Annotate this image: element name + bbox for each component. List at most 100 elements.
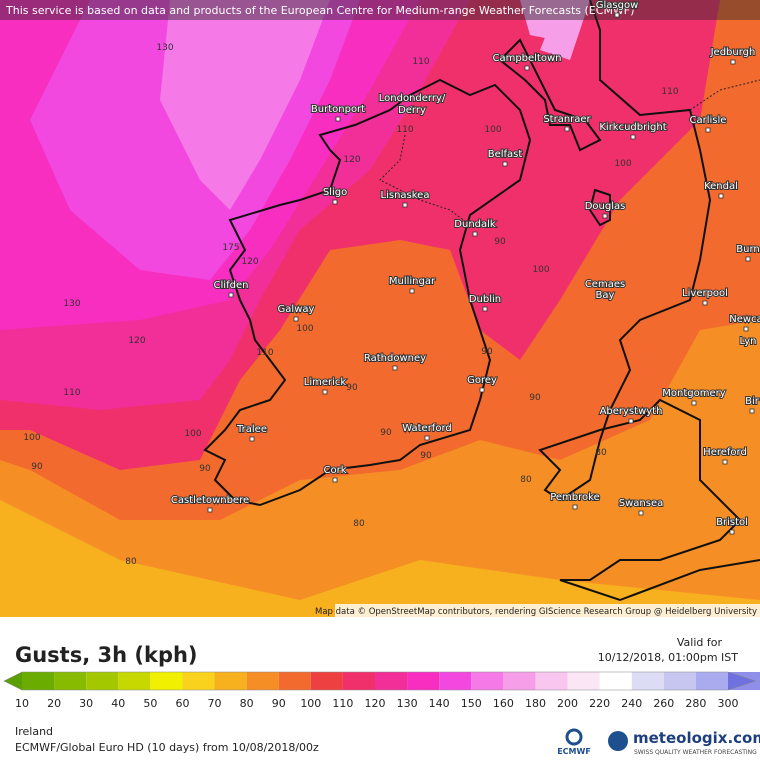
place-label: Glasgow	[596, 0, 639, 11]
colorbar-tick-label: 240	[621, 697, 642, 710]
colorbar-tick-label: 300	[718, 697, 739, 710]
place-marker	[332, 477, 338, 483]
contour-label: 90	[380, 428, 392, 438]
colorbar-tick-label: 40	[111, 697, 125, 710]
place-label: Bir	[745, 396, 760, 407]
colorbar-segment	[150, 672, 183, 690]
place-label: Belfast	[488, 149, 523, 160]
colorbar-tick-label: 150	[461, 697, 482, 710]
contour-label: 100	[23, 433, 40, 443]
place-label: Cork	[323, 465, 346, 476]
place-marker	[524, 65, 530, 71]
place-label: Lisnaskea	[381, 190, 430, 201]
contour-label: 100	[614, 159, 631, 169]
colorbar-segment	[54, 672, 87, 690]
colorbar-segment	[599, 672, 632, 690]
place-marker	[718, 193, 724, 199]
place-label: Carlisle	[690, 115, 727, 126]
place-label: Aberystwyth	[600, 406, 663, 417]
place-label: Jedburgh	[710, 47, 756, 58]
contour-label: 110	[412, 57, 429, 67]
colorbar-segment	[214, 672, 247, 690]
colorbar-segment	[342, 672, 375, 690]
colorbar-tick-label: 220	[589, 697, 610, 710]
place-marker	[249, 436, 255, 442]
place-marker	[572, 504, 578, 510]
colorbar-segment	[503, 672, 536, 690]
place-marker	[228, 292, 234, 298]
brand[interactable]: meteologix.com	[633, 729, 760, 747]
place-label: Clifden	[214, 280, 249, 291]
contour-label: 110	[63, 388, 80, 398]
place-label: Liverpool	[682, 288, 728, 299]
map-background	[0, 0, 760, 617]
region: Ireland	[15, 725, 53, 738]
colorbar-segment	[695, 672, 728, 690]
contour-label: 90	[199, 464, 211, 474]
contour-labels: 1301101101201001101001751201301201001109…	[23, 43, 678, 567]
contour-label: 110	[256, 348, 273, 358]
colorbar-segment	[535, 672, 568, 690]
colorbar-tick-label: 70	[208, 697, 222, 710]
contour-label: 175	[222, 243, 239, 253]
colorbar-tick-label: 200	[557, 697, 578, 710]
colorbar-segment	[407, 672, 440, 690]
place-label: Gorey	[467, 375, 497, 386]
colorbar-segment	[439, 672, 472, 690]
contour-label: 100	[532, 265, 549, 275]
colorbar-tick-label: 180	[525, 697, 546, 710]
ecmwf-logo: ECMWF	[557, 747, 591, 756]
attribution-bar	[335, 604, 760, 617]
colorbar-tick-label: 50	[143, 697, 157, 710]
place-marker	[743, 326, 749, 332]
colorbar-segment	[631, 672, 664, 690]
place-marker	[479, 387, 485, 393]
place-marker	[729, 529, 735, 535]
contour-label: 110	[396, 125, 413, 135]
border	[379, 79, 760, 226]
place-marker	[564, 126, 570, 132]
place-marker	[602, 213, 608, 219]
places: Glasgow Jedburgh Campbeltown Londonderry/De…	[170, 0, 760, 535]
place-label: Galway	[278, 304, 315, 315]
coastlines	[203, 0, 760, 602]
header-notice: This service is based on data and produc…	[5, 4, 634, 17]
place-marker	[472, 231, 478, 237]
colorbar-segment	[118, 672, 151, 690]
contour-label: 80	[595, 448, 607, 458]
colorbar-segment	[375, 672, 408, 690]
place-label: Bristol	[716, 517, 748, 528]
place-label: Hereford	[703, 447, 747, 458]
place-label: Burtonport	[311, 104, 365, 115]
place-label: Campbeltown	[492, 53, 561, 64]
place-marker	[207, 507, 213, 513]
place-marker	[602, 291, 608, 297]
colorbar-segment	[567, 672, 600, 690]
place-marker	[409, 288, 415, 294]
brand-icon[interactable]	[608, 731, 628, 751]
place-label: Kirkcudbright	[599, 122, 666, 133]
place-marker	[722, 459, 728, 465]
colorbar-tick-label: 20	[47, 697, 61, 710]
colorbar-tick-label: 100	[300, 697, 321, 710]
place-label: Tralee	[236, 424, 267, 435]
place-marker	[335, 116, 341, 122]
place-marker	[630, 134, 636, 140]
place-label: Mullingar	[389, 276, 436, 287]
place-label: Montgomery	[662, 388, 725, 399]
contour-label: 90	[494, 237, 506, 247]
contour-label: 120	[128, 336, 145, 346]
contour-label: 80	[353, 519, 365, 529]
place-marker	[702, 300, 708, 306]
colorbar-tick-label: 110	[332, 697, 353, 710]
ecmwf-icon	[565, 728, 583, 746]
place-label: Newca	[729, 314, 760, 325]
place-marker	[293, 316, 299, 322]
colorbar-segment	[246, 672, 279, 690]
colorbar-tick-label: 160	[493, 697, 514, 710]
place-label: Swansea	[619, 498, 663, 509]
place-marker	[322, 389, 328, 395]
place-label: Bay	[596, 290, 615, 301]
place-label: Kendal	[704, 181, 738, 192]
